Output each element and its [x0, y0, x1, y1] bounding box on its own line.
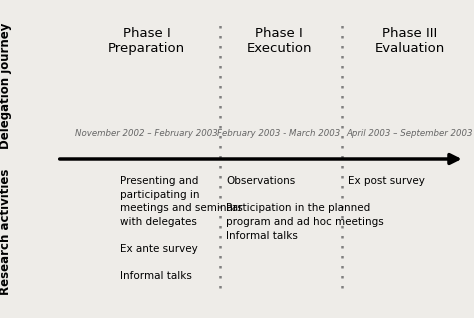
- Text: April 2003 – September 2003: April 2003 – September 2003: [346, 128, 473, 137]
- Text: Research activities: Research activities: [0, 169, 12, 295]
- Text: Phase III
Evaluation: Phase III Evaluation: [374, 27, 445, 55]
- Text: Ex post survey: Ex post survey: [348, 176, 425, 186]
- Text: February 2003 - March 2003: February 2003 - March 2003: [218, 128, 341, 137]
- Text: Phase I
Execution: Phase I Execution: [246, 27, 312, 55]
- Text: Presenting and
participating in
meetings and seminars
with delegates

Ex ante su: Presenting and participating in meetings…: [120, 176, 243, 281]
- Text: Phase I
Preparation: Phase I Preparation: [108, 27, 185, 55]
- Text: Observations

Participation in the planned
program and ad hoc meetings
Informal : Observations Participation in the planne…: [226, 176, 384, 241]
- Text: November 2002 – February 2003: November 2002 – February 2003: [75, 128, 218, 137]
- Text: Delegation journey: Delegation journey: [0, 23, 12, 149]
